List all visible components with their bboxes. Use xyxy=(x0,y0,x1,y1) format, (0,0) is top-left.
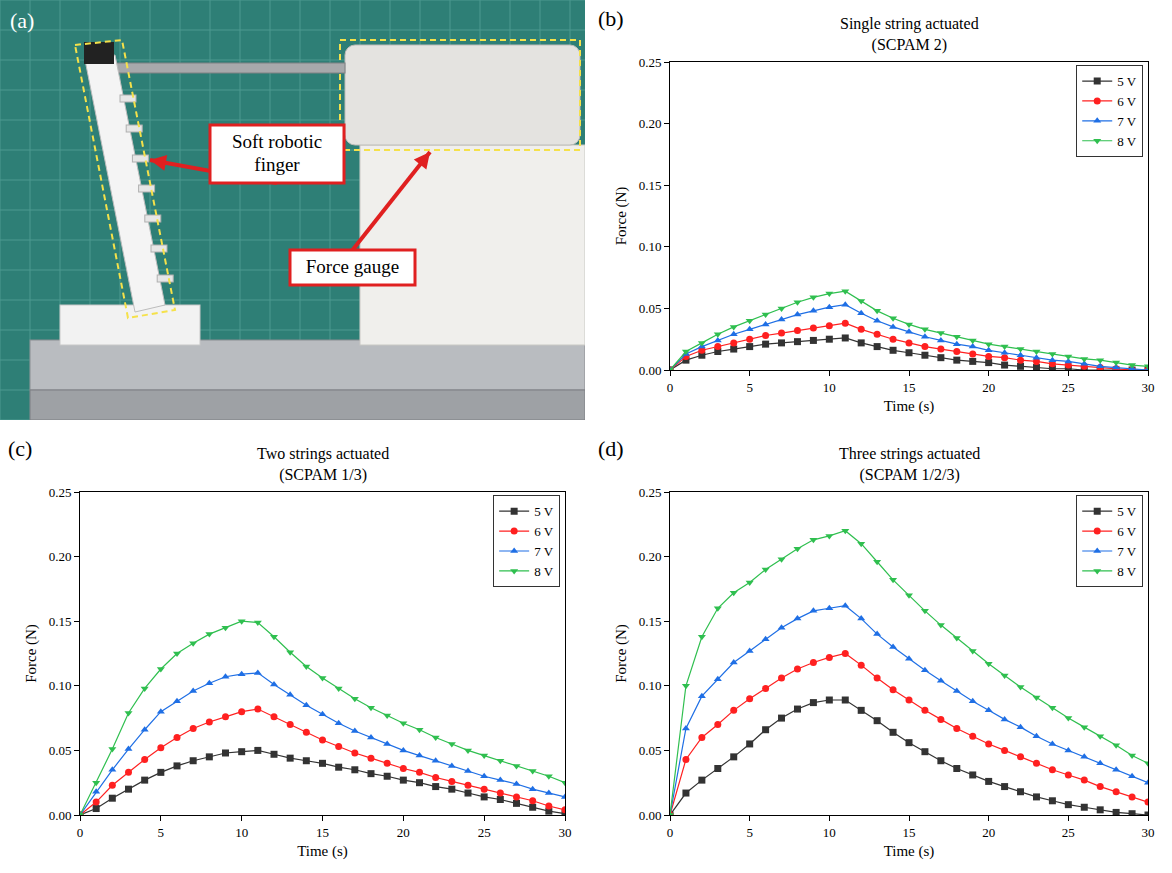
svg-text:0.00: 0.00 xyxy=(49,808,72,823)
svg-text:6 V: 6 V xyxy=(1117,94,1137,109)
html-text:(b): (b) xyxy=(598,6,624,31)
svg-text:Time (s): Time (s) xyxy=(884,398,935,415)
svg-text:Force (N): Force (N) xyxy=(23,624,40,683)
svg-text:30: 30 xyxy=(559,825,572,840)
svg-text:0.00: 0.00 xyxy=(639,363,662,378)
svg-text:0.20: 0.20 xyxy=(639,549,662,564)
svg-text:25: 25 xyxy=(478,825,491,840)
svg-text:Single string actuated(SCPAM 2: Single string actuated(SCPAM 2) xyxy=(840,15,979,54)
svg-text:5: 5 xyxy=(158,825,165,840)
svg-text:Soft robotic: Soft robotic xyxy=(232,131,322,152)
svg-text:25: 25 xyxy=(1062,380,1075,395)
svg-text:0.10: 0.10 xyxy=(639,239,662,254)
svg-text:5 V: 5 V xyxy=(1117,504,1137,519)
svg-text:7 V: 7 V xyxy=(534,544,554,559)
svg-text:0.05: 0.05 xyxy=(49,743,72,758)
svg-text:8 V: 8 V xyxy=(1117,564,1137,579)
svg-text:Two strings actuated(SCPAM 1/3: Two strings actuated(SCPAM 1/3) xyxy=(257,445,389,484)
svg-text:Time (s): Time (s) xyxy=(297,843,348,860)
svg-text:7 V: 7 V xyxy=(1117,544,1137,559)
svg-text:0.10: 0.10 xyxy=(49,678,72,693)
svg-text:0: 0 xyxy=(77,825,84,840)
svg-text:30: 30 xyxy=(1142,825,1155,840)
svg-text:30: 30 xyxy=(1142,380,1155,395)
svg-text:0.05: 0.05 xyxy=(639,301,662,316)
svg-text:25: 25 xyxy=(1062,825,1075,840)
svg-text:Force (N): Force (N) xyxy=(613,624,630,683)
svg-text:5: 5 xyxy=(746,825,753,840)
svg-text:6 V: 6 V xyxy=(1117,524,1137,539)
svg-text:8 V: 8 V xyxy=(1117,134,1137,149)
svg-text:5 V: 5 V xyxy=(534,504,554,519)
svg-text:10: 10 xyxy=(235,825,248,840)
svg-text:0.15: 0.15 xyxy=(639,614,662,629)
svg-text:10: 10 xyxy=(823,825,836,840)
svg-text:0.25: 0.25 xyxy=(639,485,662,500)
svg-text:0.20: 0.20 xyxy=(639,116,662,131)
svg-text:7 V: 7 V xyxy=(1117,114,1137,129)
svg-text:finger: finger xyxy=(254,154,300,175)
svg-text:10: 10 xyxy=(823,380,836,395)
svg-text:Three strings actuated(SCPAM 1: Three strings actuated(SCPAM 1/2/3) xyxy=(839,445,980,484)
svg-text:0.25: 0.25 xyxy=(639,55,662,70)
html-text:(d): (d) xyxy=(598,436,624,461)
svg-text:5 V: 5 V xyxy=(1117,74,1137,89)
svg-text:Time (s): Time (s) xyxy=(884,843,935,860)
svg-text:0.15: 0.15 xyxy=(639,178,662,193)
svg-text:0.20: 0.20 xyxy=(49,549,72,564)
svg-text:0.05: 0.05 xyxy=(639,743,662,758)
svg-text:8 V: 8 V xyxy=(534,564,554,579)
svg-text:15: 15 xyxy=(903,380,916,395)
svg-text:0: 0 xyxy=(667,380,674,395)
svg-text:Force (N): Force (N) xyxy=(613,187,630,246)
svg-text:0.15: 0.15 xyxy=(49,614,72,629)
html-text:(a): (a) xyxy=(10,8,35,33)
svg-text:20: 20 xyxy=(982,825,995,840)
svg-text:5: 5 xyxy=(746,380,753,395)
svg-text:Force gauge: Force gauge xyxy=(306,256,399,277)
svg-text:6 V: 6 V xyxy=(534,524,554,539)
svg-text:0.00: 0.00 xyxy=(639,808,662,823)
html-text:(c): (c) xyxy=(8,436,33,461)
svg-text:20: 20 xyxy=(397,825,410,840)
svg-text:20: 20 xyxy=(982,380,995,395)
svg-text:15: 15 xyxy=(903,825,916,840)
svg-text:15: 15 xyxy=(316,825,329,840)
svg-text:0: 0 xyxy=(667,825,674,840)
svg-text:0.25: 0.25 xyxy=(49,485,72,500)
svg-text:0.10: 0.10 xyxy=(639,678,662,693)
